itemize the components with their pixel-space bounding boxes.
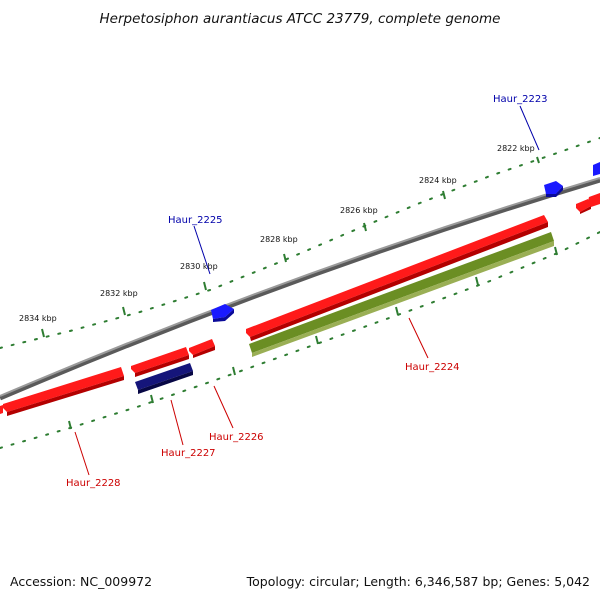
gene-haur-2228-arrow[interactable] [3,367,124,416]
tick-label-2828: 2828 kbp [260,235,298,244]
major-tick [41,328,45,338]
gene-label-haur-2223[interactable]: Haur_2223 [493,94,548,105]
inner-tick-track [0,231,600,449]
major-tick [442,190,446,200]
major-tick [232,366,236,376]
gene-offscreen-blue-arrow[interactable] [593,162,600,176]
gene-label-haur-2226[interactable]: Haur_2226 [209,432,264,443]
gene-haur-2227-arrow[interactable] [131,347,189,377]
gene-haur-2226-arrow[interactable] [189,339,215,358]
gene-haur-2225-arrow[interactable] [211,304,234,322]
major-tick [122,306,126,316]
gene-label-haur-2224[interactable]: Haur_2224 [405,362,460,373]
major-tick [363,222,367,232]
connector-haur-2226 [213,385,234,429]
genome-backbone [0,177,600,401]
connector-haur-2224 [408,317,429,359]
feature-navy-bar[interactable] [135,363,193,394]
major-tick [283,253,287,263]
gene-small-red-right-1[interactable] [576,199,591,214]
gene-left-edge-red[interactable] [0,405,3,414]
major-tick [203,281,207,291]
tick-label-2822: 2822 kbp [497,144,535,153]
major-ticks-upper [41,156,540,338]
gene-haur-2224-arrow[interactable] [246,215,548,341]
tick-label-2834: 2834 kbp [19,314,57,323]
major-tick [475,276,479,286]
connector-haur-2225 [193,225,211,275]
gene-label-haur-2228[interactable]: Haur_2228 [66,478,121,489]
tick-label-2826: 2826 kbp [340,206,378,215]
major-tick [68,420,72,430]
tick-label-2824: 2824 kbp [419,176,457,185]
major-tick [536,156,540,164]
map-title: Herpetosiphon aurantiacus ATCC 23779, co… [100,11,501,27]
gene-small-red-right-2[interactable] [588,193,600,207]
accession-text: Accession: NC_009972 [10,574,152,589]
genome-summary-text: Topology: circular; Length: 6,346,587 bp… [246,574,590,589]
tick-label-2830: 2830 kbp [180,262,218,271]
gene-label-haur-2227[interactable]: Haur_2227 [161,448,216,459]
feature-olive-bar[interactable] [249,232,554,357]
major-tick [395,306,399,316]
major-tick [554,246,558,256]
connector-haur-2228 [74,431,90,476]
connector-haur-2223 [519,105,540,151]
gene-label-haur-2225[interactable]: Haur_2225 [168,215,223,226]
major-tick [315,335,319,345]
major-ticks-lower [68,246,558,430]
gene-haur-2223-arrow[interactable] [544,181,563,197]
major-tick [150,394,154,404]
tick-label-2832: 2832 kbp [100,289,138,298]
connector-haur-2227 [170,399,184,446]
outer-tick-track [0,137,600,349]
